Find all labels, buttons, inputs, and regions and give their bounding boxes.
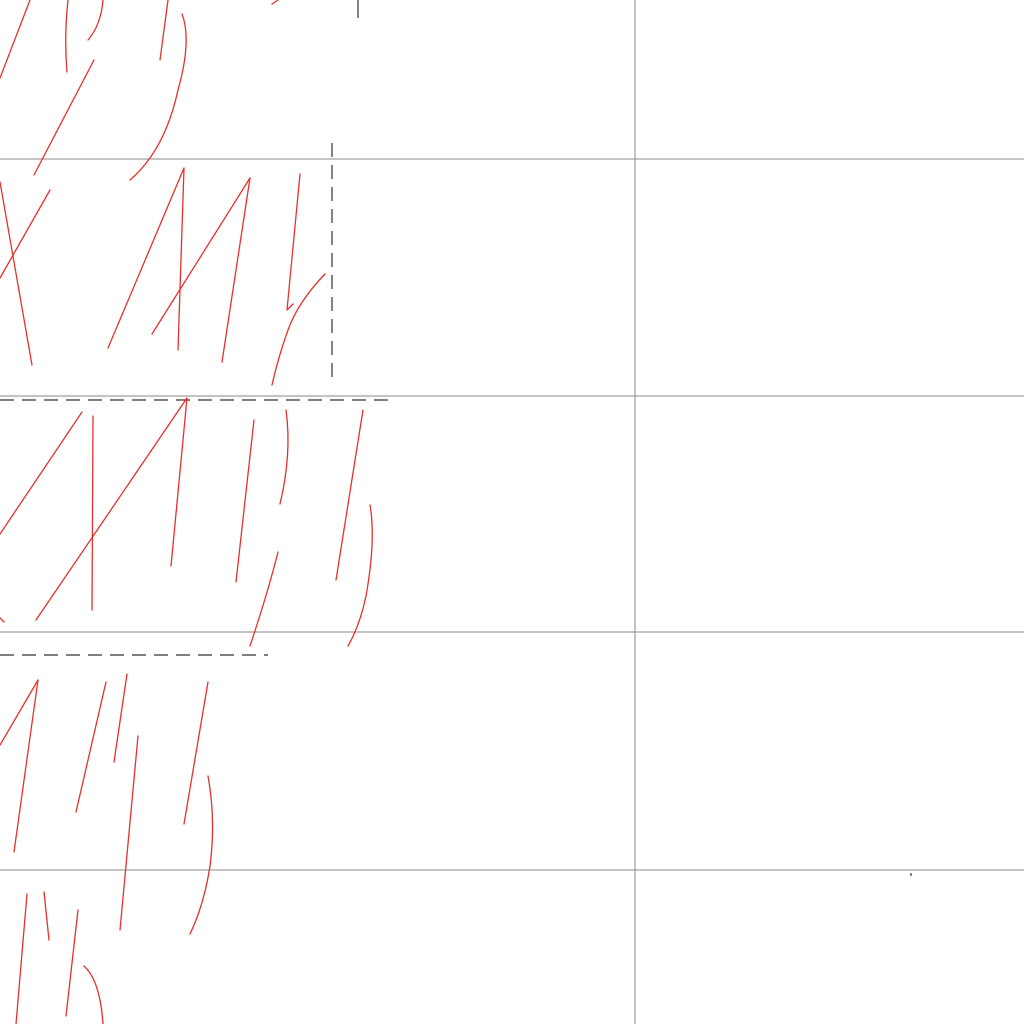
ink-stroke[interactable] (65, 0, 69, 73)
ink-stroke[interactable] (83, 965, 104, 1024)
ink-strokes[interactable] (0, 0, 373, 1024)
ink-stroke[interactable] (75, 681, 107, 813)
ink-stroke[interactable] (235, 419, 255, 583)
ink-stroke[interactable] (0, 411, 83, 535)
ink-stroke[interactable] (286, 173, 301, 311)
ink-stroke[interactable] (0, 679, 39, 746)
guide-marks (0, 0, 912, 876)
ink-stroke[interactable] (15, 893, 28, 1024)
ink-stroke[interactable] (0, 617, 5, 623)
ink-stroke[interactable] (271, 273, 326, 386)
ink-stroke[interactable] (177, 167, 185, 351)
ink-stroke[interactable] (271, 0, 279, 5)
ink-stroke[interactable] (129, 13, 187, 181)
ink-stroke[interactable] (65, 909, 79, 1017)
ink-stroke[interactable] (170, 397, 188, 567)
ink-stroke[interactable] (33, 59, 95, 176)
ink-stroke[interactable] (347, 504, 373, 647)
ink-stroke[interactable] (279, 409, 289, 505)
ink-stroke[interactable] (87, 0, 104, 41)
ink-stroke[interactable] (0, 0, 31, 79)
ink-stroke[interactable] (183, 681, 209, 825)
ink-stroke[interactable] (221, 177, 251, 363)
ink-stroke[interactable] (335, 409, 364, 581)
ink-stroke[interactable] (113, 673, 128, 763)
ink-stroke[interactable] (0, 181, 33, 366)
ink-stroke[interactable] (159, 0, 169, 61)
ink-stroke[interactable] (91, 415, 94, 611)
ink-stroke[interactable] (107, 167, 185, 349)
ink-stroke[interactable] (151, 177, 251, 335)
ink-stroke[interactable] (43, 891, 50, 941)
ink-stroke[interactable] (119, 735, 139, 931)
ink-stroke[interactable] (249, 551, 279, 647)
ink-stroke[interactable] (0, 189, 51, 279)
ink-stroke[interactable] (13, 679, 39, 853)
ink-stroke[interactable] (35, 397, 188, 621)
ink-stroke[interactable] (189, 775, 214, 935)
